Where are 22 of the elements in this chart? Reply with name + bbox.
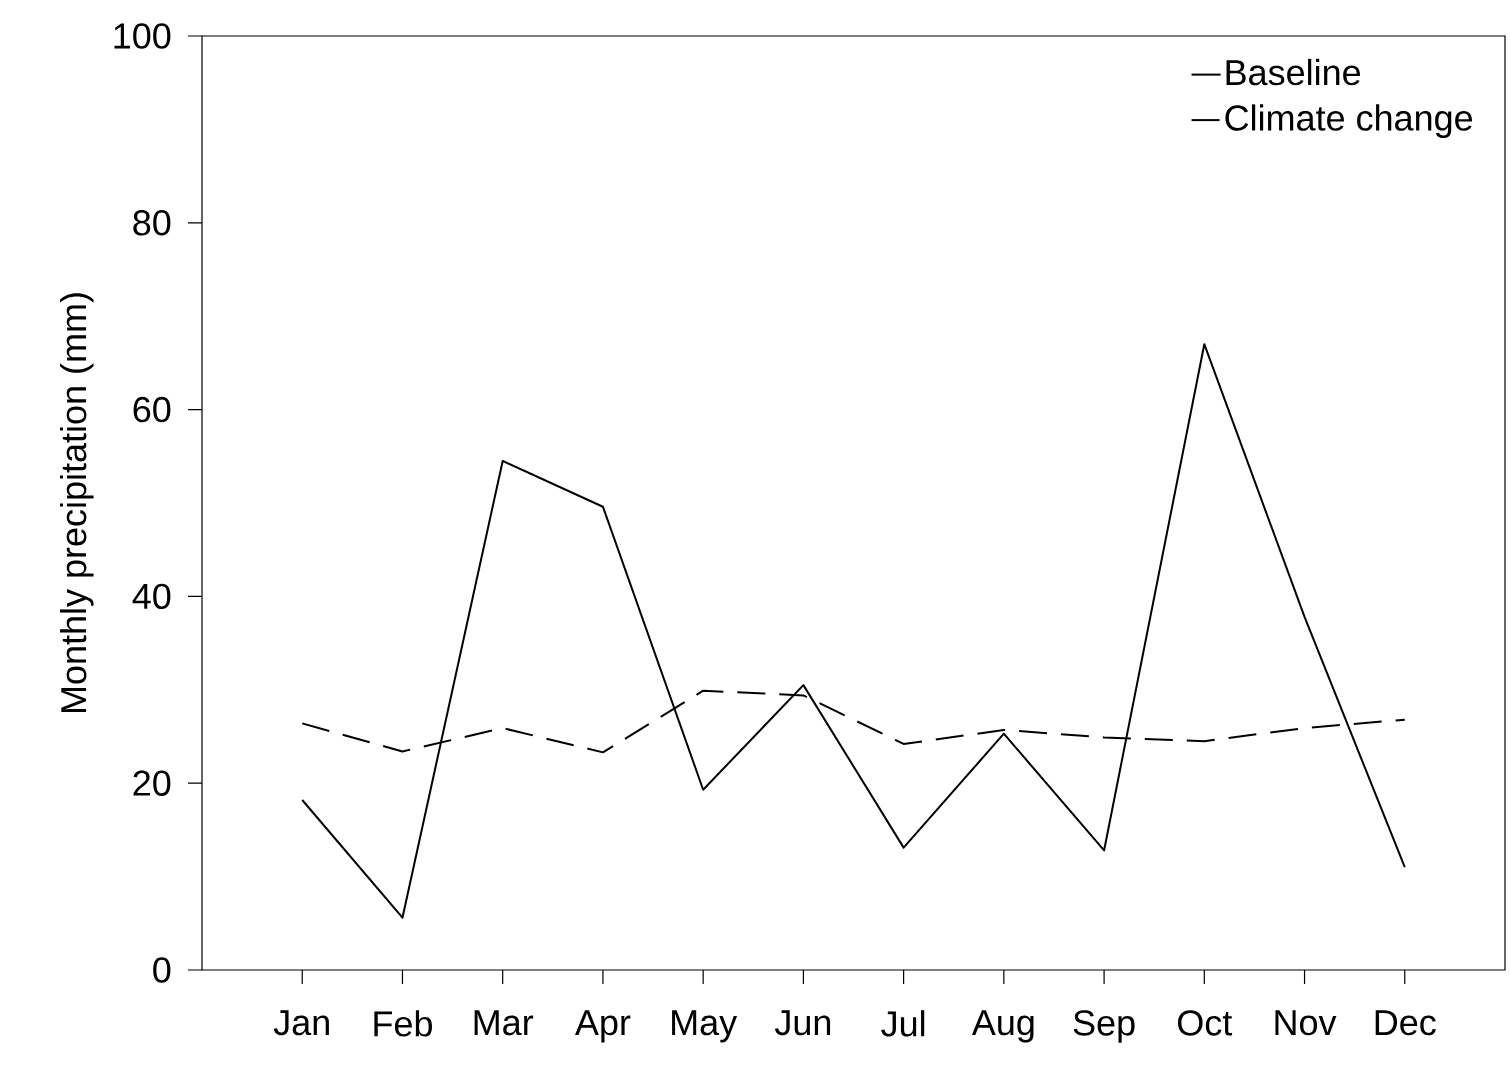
x-tick-label: Aug (971, 1010, 1034, 1043)
x-tick-label: Dec (1375, 1010, 1436, 1036)
y-tick-label: 60 (133, 396, 171, 423)
y-tick-label: 0 (153, 957, 171, 983)
x-tick-label: Jul (881, 1010, 925, 1037)
y-tick-label: 100 (114, 23, 171, 49)
x-tick-label: Nov (1275, 1010, 1337, 1036)
x-tick-label: Oct (1178, 1010, 1233, 1036)
x-tick-label: Jan (273, 1010, 329, 1036)
legend-label: Climate change (1225, 104, 1473, 138)
x-tick-label: May (672, 1010, 738, 1043)
y-axis-title: Monthly precipitation (mm) (59, 293, 94, 713)
x-tick-label: Feb (374, 1010, 432, 1037)
x-tick-label: Mar (474, 1010, 534, 1036)
x-tick-label: Apr (574, 1010, 631, 1043)
y-tick-label: 40 (132, 583, 171, 610)
legend-label: Baseline (1226, 58, 1361, 86)
y-tick-label: 80 (133, 210, 171, 236)
x-tick-label: Jun (774, 1010, 831, 1036)
y-tick-label: 20 (133, 770, 171, 796)
x-tick-label: Sep (1073, 1010, 1135, 1043)
line-series (301, 343, 1406, 919)
